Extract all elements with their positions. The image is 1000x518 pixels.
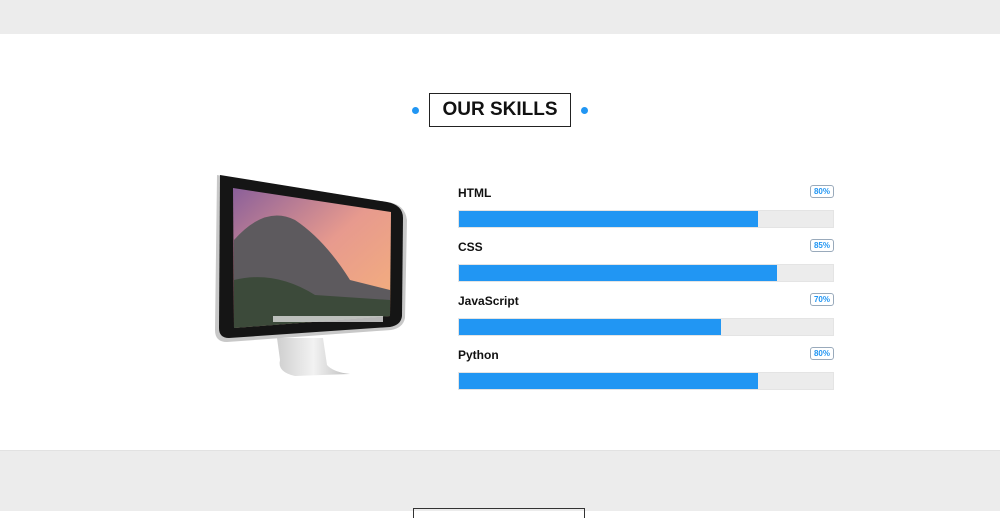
dot-left-icon [412, 106, 420, 114]
next-section-band [0, 450, 1000, 511]
progress-track [458, 210, 834, 228]
progress-fill [459, 265, 777, 281]
skill-item-javascript: JavaScript 70% [458, 292, 834, 346]
progress-fill [459, 211, 759, 227]
top-section-band [0, 0, 1000, 34]
skill-item-html: HTML 80% [458, 184, 834, 238]
skill-percent-badge: 80% [809, 185, 834, 198]
skill-item-python: Python 80% [458, 346, 834, 400]
section-title: OUR SKILLS [429, 93, 571, 127]
skill-item-css: CSS 85% [458, 238, 834, 292]
progress-track [458, 372, 834, 390]
dot-right-icon [580, 106, 588, 114]
progress-track [458, 318, 834, 336]
skill-name: HTML [458, 186, 492, 200]
skill-percent-badge: 70% [809, 293, 834, 306]
next-section-title-box [413, 508, 585, 518]
progress-fill [459, 319, 721, 335]
progress-track [458, 264, 834, 282]
skill-percent-badge: 85% [809, 239, 834, 252]
monitor-image [165, 170, 445, 390]
skill-percent-badge: 80% [809, 347, 834, 360]
progress-fill [459, 373, 759, 389]
section-header: OUR SKILLS [0, 93, 1000, 127]
skill-name: Python [458, 348, 499, 362]
skill-name: CSS [458, 240, 483, 254]
skills-list: HTML 80% CSS 85% JavaScript 70% Python 8… [458, 184, 834, 400]
skill-name: JavaScript [458, 294, 519, 308]
